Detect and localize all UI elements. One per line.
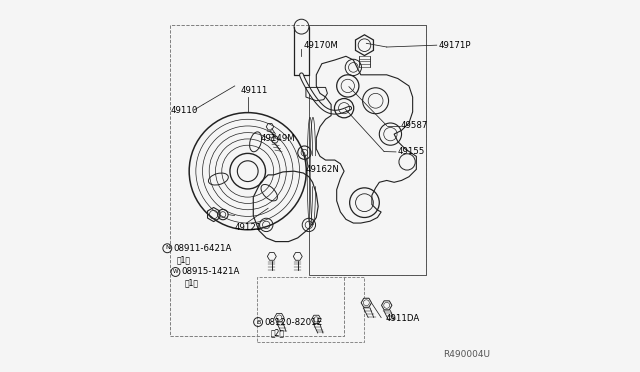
Text: 49170M: 49170M — [303, 41, 338, 50]
Text: W: W — [173, 269, 178, 274]
Text: 4911DA: 4911DA — [386, 314, 420, 323]
Text: N: N — [165, 246, 170, 250]
Polygon shape — [293, 253, 302, 260]
Text: 08120-8201E: 08120-8201E — [264, 318, 323, 327]
Text: 49149M: 49149M — [260, 134, 296, 143]
Text: 49587: 49587 — [401, 121, 428, 130]
Polygon shape — [381, 301, 392, 310]
Bar — [257, 277, 364, 341]
Text: R490004U: R490004U — [444, 350, 490, 359]
Polygon shape — [312, 315, 321, 324]
Text: 08915-1421A: 08915-1421A — [181, 267, 239, 276]
Text: 49111: 49111 — [241, 86, 268, 95]
Polygon shape — [275, 313, 284, 322]
Text: 49121: 49121 — [235, 223, 262, 232]
Text: 49171P: 49171P — [438, 41, 471, 50]
Bar — [309, 25, 426, 275]
Text: 〈1〉: 〈1〉 — [176, 255, 190, 264]
Text: B: B — [256, 320, 260, 324]
Polygon shape — [361, 298, 371, 307]
Text: 49110: 49110 — [171, 106, 198, 115]
Text: 〈2〉: 〈2〉 — [271, 328, 285, 338]
Polygon shape — [268, 253, 276, 260]
Text: 〈1〉: 〈1〉 — [184, 279, 198, 288]
Text: 08911-6421A: 08911-6421A — [173, 244, 232, 253]
Text: 49155: 49155 — [397, 147, 424, 156]
Polygon shape — [355, 35, 374, 55]
Text: 49162N: 49162N — [305, 165, 339, 174]
